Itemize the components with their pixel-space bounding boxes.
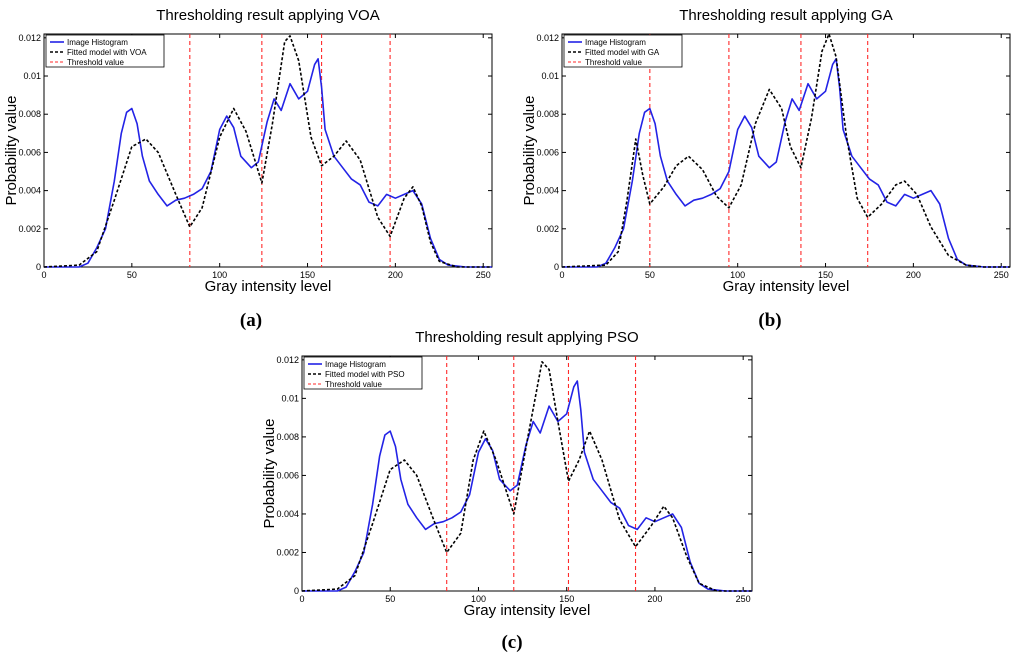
chart-title: Thresholding result applying VOA — [156, 7, 379, 24]
x-tick-label: 200 — [388, 270, 403, 280]
y-tick-label: 0.004 — [536, 186, 559, 196]
x-axis-label: Gray intensity level — [205, 278, 332, 295]
x-axis-label: Gray intensity level — [464, 602, 591, 619]
legend-entry: Fitted model with VOA — [67, 48, 147, 57]
chart-panel-c: Thresholding result applying PSO 0 50 100 15… — [261, 329, 753, 653]
y-tick-label: 0.002 — [276, 547, 299, 557]
chart-title: Thresholding result applying PSO — [415, 329, 638, 346]
x-tick-label: 200 — [906, 270, 921, 280]
y-tick-label: 0.012 — [18, 33, 41, 43]
x-tick-label: 0 — [559, 270, 564, 280]
y-tick-label: 0.008 — [276, 432, 299, 442]
y-tick-label: 0 — [294, 586, 299, 596]
y-tick-label: 0 — [36, 262, 41, 272]
y-tick-label: 0.008 — [18, 109, 41, 119]
x-tick-label: 50 — [385, 594, 395, 604]
y-tick-label: 0.012 — [276, 355, 299, 365]
x-tick-label: 200 — [647, 594, 662, 604]
x-tick-label: 100 — [212, 270, 227, 280]
y-tick-label: 0.01 — [23, 71, 41, 81]
series-fitted-model — [301, 360, 752, 592]
y-tick-label: 0 — [554, 262, 559, 272]
x-tick-label: 150 — [818, 270, 833, 280]
plot-area-frame — [43, 33, 493, 268]
x-tick-label: 0 — [41, 270, 46, 280]
legend-entry: Image Histogram — [325, 360, 386, 369]
x-tick-label: 100 — [730, 270, 745, 280]
panel-label: (c) — [501, 632, 522, 653]
panel-label: (b) — [758, 310, 781, 331]
x-tick-label: 50 — [645, 270, 655, 280]
series-fitted-model — [561, 33, 1010, 268]
y-tick-label: 0.006 — [18, 147, 41, 157]
chart-panel-a: Thresholding result applying VOA 0 50 100 15… — [3, 7, 493, 331]
legend-entry: Image Histogram — [585, 38, 646, 47]
plot-area-frame — [301, 355, 753, 592]
x-tick-label: 250 — [736, 594, 751, 604]
x-axis-label: Gray intensity level — [723, 278, 850, 295]
y-tick-label: 0.004 — [276, 509, 299, 519]
y-tick-label: 0.008 — [536, 109, 559, 119]
legend-entry: Image Histogram — [67, 38, 128, 47]
y-tick-label: 0.012 — [536, 33, 559, 43]
legend-entry: Threshold value — [585, 58, 642, 67]
y-axis-label: Probability value — [261, 418, 278, 528]
plot-area-frame — [561, 33, 1011, 268]
series-image-histogram — [44, 57, 492, 268]
legend-entry: Threshold value — [67, 58, 124, 67]
x-tick-label: 100 — [471, 594, 486, 604]
x-tick-label: 0 — [299, 594, 304, 604]
legend-box — [45, 34, 165, 68]
y-axis-label: Probability value — [3, 95, 20, 205]
legend-entry: Threshold value — [325, 380, 382, 389]
y-tick-label: 0.002 — [536, 224, 559, 234]
y-tick-label: 0.01 — [541, 71, 559, 81]
x-tick-label: 250 — [994, 270, 1009, 280]
x-tick-label: 150 — [559, 594, 574, 604]
chart-title: Thresholding result applying GA — [679, 7, 892, 24]
y-tick-label: 0.01 — [281, 393, 299, 403]
y-tick-label: 0.006 — [536, 147, 559, 157]
legend-entry: Fitted model with GA — [585, 48, 660, 57]
panel-label: (a) — [240, 310, 262, 331]
y-tick-label: 0.006 — [276, 470, 299, 480]
x-tick-label: 150 — [300, 270, 315, 280]
y-tick-label: 0.004 — [18, 186, 41, 196]
chart-panel-b: Thresholding result applying GA 0 50 100 150… — [521, 7, 1011, 331]
y-axis-label: Probability value — [521, 95, 538, 205]
legend-box — [563, 34, 683, 68]
x-tick-label: 250 — [476, 270, 491, 280]
legend-box — [303, 356, 423, 390]
legend-entry: Fitted model with PSO — [325, 370, 405, 379]
x-tick-label: 50 — [127, 270, 137, 280]
y-tick-label: 0.002 — [18, 224, 41, 234]
series-fitted-model — [43, 35, 492, 268]
series-image-histogram — [562, 57, 1010, 268]
